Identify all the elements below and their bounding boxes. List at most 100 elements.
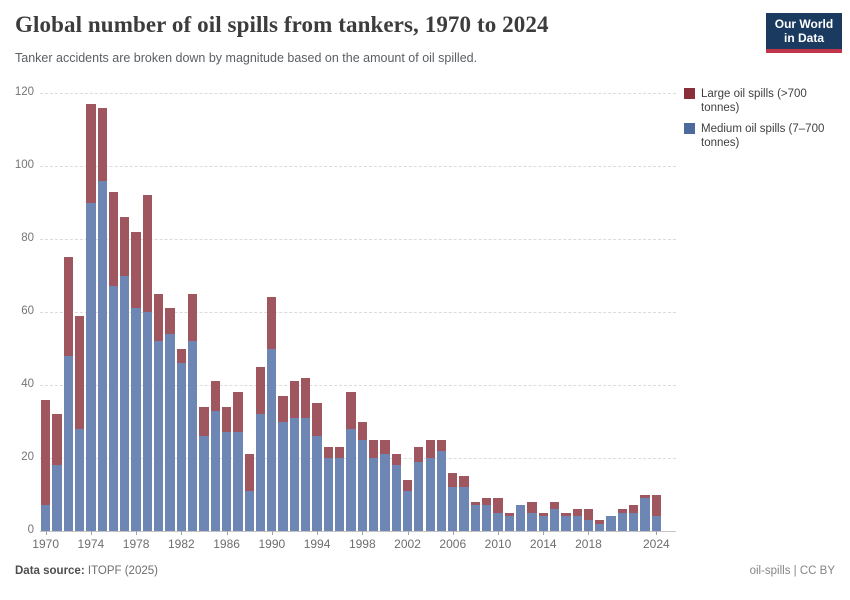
bar-2018-medium[interactable] bbox=[583, 520, 594, 531]
bar-1976-medium[interactable] bbox=[108, 286, 119, 531]
bar-1980-medium[interactable] bbox=[154, 341, 164, 531]
bar-2006-large[interactable] bbox=[448, 472, 458, 488]
bar-1976-large[interactable] bbox=[108, 191, 119, 287]
bar-2002-medium[interactable] bbox=[402, 490, 413, 531]
bar-1989-medium[interactable] bbox=[255, 414, 266, 531]
bar-2007-large[interactable] bbox=[459, 476, 469, 488]
bar-1985-medium[interactable] bbox=[210, 410, 220, 531]
bar-2015-large[interactable] bbox=[549, 501, 560, 510]
bar-1981-medium[interactable] bbox=[165, 333, 175, 531]
bar-1982-large[interactable] bbox=[176, 348, 186, 364]
bar-2014-medium[interactable] bbox=[538, 516, 548, 531]
bar-2023-medium[interactable] bbox=[640, 498, 650, 531]
legend-item-medium[interactable]: Medium oil spills (7–700 tonnes) bbox=[684, 122, 844, 150]
bar-2003-medium[interactable] bbox=[414, 461, 424, 531]
bar-1971-large[interactable] bbox=[52, 414, 62, 466]
bar-2013-medium[interactable] bbox=[527, 512, 537, 531]
owid-logo[interactable]: Our World in Data bbox=[766, 13, 842, 53]
bar-1990-large[interactable] bbox=[267, 297, 277, 349]
bar-2002-large[interactable] bbox=[402, 479, 413, 491]
bar-2008-medium[interactable] bbox=[470, 505, 481, 531]
bar-2004-large[interactable] bbox=[425, 439, 435, 458]
bar-1981-large[interactable] bbox=[165, 308, 175, 334]
bar-1983-large[interactable] bbox=[188, 293, 198, 342]
bar-1993-large[interactable] bbox=[301, 377, 311, 418]
bar-1977-large[interactable] bbox=[120, 217, 130, 276]
legend-item-large[interactable]: Large oil spills (>700 tonnes) bbox=[684, 87, 844, 115]
bar-2022-large[interactable] bbox=[629, 505, 639, 513]
bar-1984-medium[interactable] bbox=[199, 436, 209, 531]
bar-1974-large[interactable] bbox=[86, 103, 96, 203]
bar-2012-medium[interactable] bbox=[515, 505, 526, 531]
bar-1991-medium[interactable] bbox=[278, 421, 288, 531]
bar-2021-large[interactable] bbox=[617, 509, 628, 513]
bar-1992-medium[interactable] bbox=[289, 417, 300, 531]
bar-1971-medium[interactable] bbox=[52, 465, 62, 531]
bar-1987-large[interactable] bbox=[233, 392, 243, 433]
bar-1992-large[interactable] bbox=[289, 381, 300, 418]
bar-1998-medium[interactable] bbox=[357, 439, 367, 531]
bar-2016-medium[interactable] bbox=[561, 516, 571, 531]
bar-1987-medium[interactable] bbox=[233, 432, 243, 531]
bar-1990-medium[interactable] bbox=[267, 348, 277, 531]
bar-1979-large[interactable] bbox=[142, 195, 153, 312]
license-link[interactable]: oil-spills | CC BY bbox=[749, 565, 835, 577]
bar-2017-large[interactable] bbox=[572, 509, 582, 517]
bar-1979-medium[interactable] bbox=[142, 312, 153, 531]
bar-1975-medium[interactable] bbox=[97, 180, 107, 531]
bar-2024-medium[interactable] bbox=[651, 516, 661, 531]
bar-2011-large[interactable] bbox=[504, 512, 514, 517]
bar-1972-medium[interactable] bbox=[63, 355, 73, 531]
bar-1977-medium[interactable] bbox=[120, 275, 130, 531]
bar-2024-large[interactable] bbox=[651, 494, 661, 517]
bar-2014-large[interactable] bbox=[538, 512, 548, 517]
bar-1978-medium[interactable] bbox=[131, 308, 141, 531]
bar-1995-medium[interactable] bbox=[323, 458, 334, 531]
bar-2017-medium[interactable] bbox=[572, 516, 582, 531]
bar-1984-large[interactable] bbox=[199, 406, 209, 437]
bar-2007-medium[interactable] bbox=[459, 487, 469, 531]
bar-2016-large[interactable] bbox=[561, 512, 571, 517]
bar-2001-large[interactable] bbox=[391, 454, 401, 466]
bar-1970-large[interactable] bbox=[41, 399, 51, 506]
bar-2011-medium[interactable] bbox=[504, 516, 514, 531]
bar-2021-medium[interactable] bbox=[617, 512, 628, 531]
bar-1986-medium[interactable] bbox=[221, 432, 232, 531]
bar-1996-medium[interactable] bbox=[335, 458, 345, 531]
bar-2005-medium[interactable] bbox=[436, 450, 447, 531]
bar-1996-large[interactable] bbox=[335, 447, 345, 458]
bar-2019-medium[interactable] bbox=[595, 523, 605, 531]
bar-2006-medium[interactable] bbox=[448, 487, 458, 531]
bar-1972-large[interactable] bbox=[63, 257, 73, 356]
bar-2018-large[interactable] bbox=[583, 509, 594, 521]
bar-1999-large[interactable] bbox=[368, 439, 379, 458]
bar-2008-large[interactable] bbox=[470, 501, 481, 506]
bar-1997-large[interactable] bbox=[346, 392, 356, 429]
bar-1995-large[interactable] bbox=[323, 447, 334, 458]
bar-2001-medium[interactable] bbox=[391, 465, 401, 531]
bar-1988-medium[interactable] bbox=[244, 490, 254, 531]
bar-2000-large[interactable] bbox=[380, 439, 390, 455]
bar-1980-large[interactable] bbox=[154, 293, 164, 342]
bar-1994-large[interactable] bbox=[312, 403, 322, 437]
bar-1988-large[interactable] bbox=[244, 454, 254, 491]
bar-1970-medium[interactable] bbox=[41, 505, 51, 531]
bar-1998-large[interactable] bbox=[357, 421, 367, 440]
bar-2009-large[interactable] bbox=[482, 498, 492, 506]
bar-1999-medium[interactable] bbox=[368, 458, 379, 531]
bar-2020-medium[interactable] bbox=[606, 516, 616, 531]
bar-2023-large[interactable] bbox=[640, 494, 650, 499]
bar-2015-medium[interactable] bbox=[549, 509, 560, 531]
bar-2010-large[interactable] bbox=[493, 498, 503, 513]
bar-2005-large[interactable] bbox=[436, 439, 447, 451]
bar-1986-large[interactable] bbox=[221, 406, 232, 433]
bar-1991-large[interactable] bbox=[278, 395, 288, 422]
bar-1975-large[interactable] bbox=[97, 107, 107, 181]
bar-2013-large[interactable] bbox=[527, 501, 537, 513]
bar-1973-medium[interactable] bbox=[74, 428, 85, 531]
bar-2003-large[interactable] bbox=[414, 447, 424, 462]
bar-1985-large[interactable] bbox=[210, 381, 220, 411]
bar-1983-medium[interactable] bbox=[188, 341, 198, 531]
bar-1989-large[interactable] bbox=[255, 366, 266, 415]
bar-2004-medium[interactable] bbox=[425, 458, 435, 531]
